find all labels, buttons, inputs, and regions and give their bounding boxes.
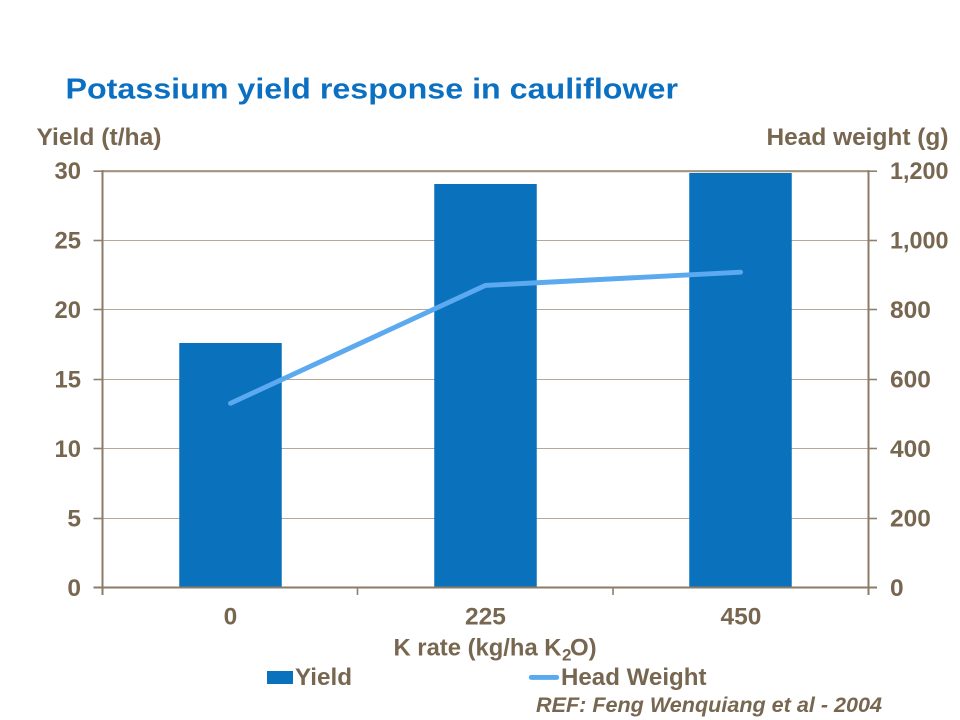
svg-text:15: 15: [55, 367, 82, 394]
svg-text:450: 450: [721, 603, 762, 630]
svg-text:5: 5: [67, 506, 81, 533]
svg-text:600: 600: [890, 367, 931, 394]
svg-text:400: 400: [890, 436, 931, 463]
svg-text:K rate (kg/ha K: K rate (kg/ha K: [394, 635, 563, 662]
svg-text:REF: Feng Wenquiang et al - 20: REF: Feng Wenquiang et al - 2004: [536, 694, 882, 717]
svg-text:0: 0: [890, 575, 904, 602]
svg-text:1,200: 1,200: [890, 158, 949, 185]
svg-text:Potassium yield response in ca: Potassium yield response in cauliflower: [66, 73, 679, 105]
svg-text:Head Weight: Head Weight: [561, 664, 707, 691]
svg-text:Yield (t/ha): Yield (t/ha): [37, 124, 162, 151]
svg-text:800: 800: [890, 297, 931, 324]
svg-text:Head weight (g): Head weight (g): [767, 124, 949, 151]
svg-text:225: 225: [465, 603, 506, 630]
svg-text:Yield: Yield: [295, 664, 352, 691]
svg-text:1,000: 1,000: [890, 228, 949, 255]
svg-text:30: 30: [55, 158, 82, 185]
svg-text:0: 0: [224, 603, 238, 630]
svg-text:20: 20: [55, 297, 82, 324]
svg-text:0: 0: [67, 575, 81, 602]
svg-text:10: 10: [55, 436, 82, 463]
svg-text:2: 2: [562, 646, 571, 665]
svg-text:O): O): [570, 635, 597, 662]
svg-text:200: 200: [890, 506, 931, 533]
svg-text:25: 25: [55, 228, 82, 255]
